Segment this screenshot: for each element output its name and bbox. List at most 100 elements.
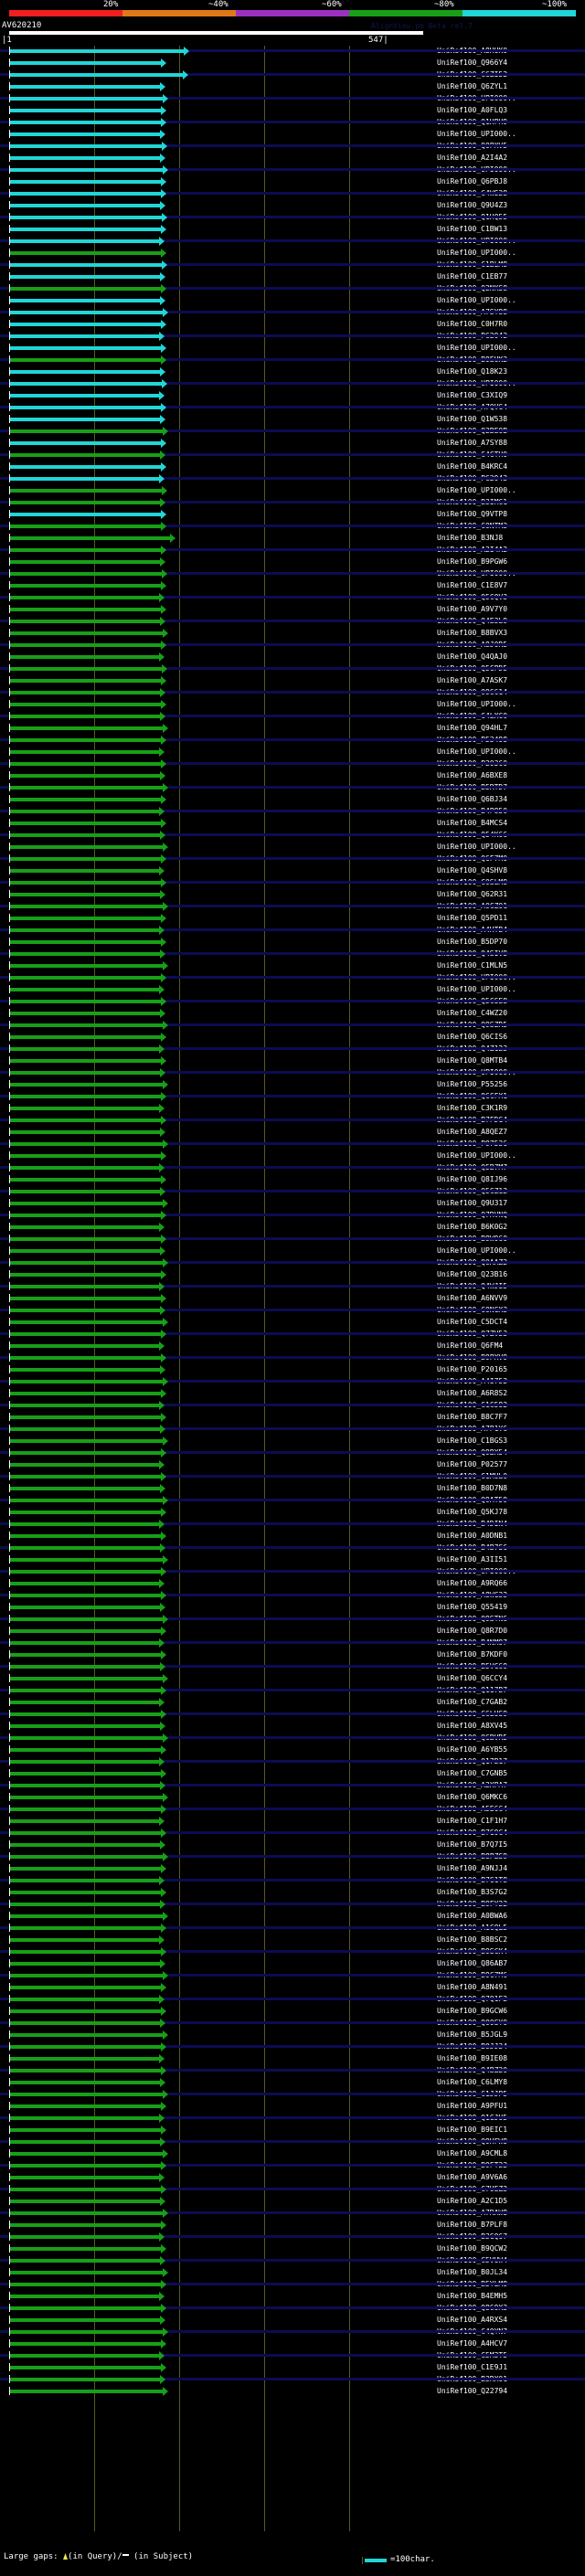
hit-accession-label[interactable]: UniRef100_B7PLF8: [437, 2221, 508, 2229]
hit-row[interactable]: [0, 1531, 585, 1542]
hit-accession-label[interactable]: UniRef100_UPI000..: [437, 1151, 516, 1160]
hit-row[interactable]: [0, 509, 585, 520]
hsp-segment[interactable]: [9, 905, 164, 908]
hsp-segment[interactable]: [9, 1214, 161, 1217]
hsp-segment[interactable]: [9, 180, 161, 184]
hit-row[interactable]: [0, 1222, 585, 1233]
hit-row[interactable]: [0, 355, 585, 366]
hit-accession-label[interactable]: UniRef100_Q6BJ34: [437, 795, 508, 803]
hsp-segment[interactable]: [9, 1451, 161, 1455]
hit-row[interactable]: [0, 1269, 585, 1280]
hit-row[interactable]: [0, 93, 585, 104]
hit-row[interactable]: [0, 1982, 585, 1993]
hsp-segment[interactable]: [9, 406, 162, 409]
hsp-segment[interactable]: [9, 1297, 162, 1300]
hit-accession-label[interactable]: UniRef100_B3NJ8: [437, 534, 504, 542]
hsp-segment[interactable]: [9, 2235, 159, 2239]
hsp-segment[interactable]: [9, 85, 160, 89]
hit-accession-label[interactable]: UniRef100_A2I4A2: [437, 154, 508, 162]
hsp-segment[interactable]: [9, 845, 164, 849]
hit-row[interactable]: [0, 675, 585, 686]
hsp-segment[interactable]: [9, 1083, 164, 1087]
hsp-segment[interactable]: [9, 1499, 164, 1502]
hit-accession-label[interactable]: UniRef100_C1BW13: [437, 225, 508, 233]
hit-row[interactable]: [0, 806, 585, 817]
hit-row[interactable]: [0, 248, 585, 259]
hit-accession-label[interactable]: UniRef100_UPI000..: [437, 985, 516, 993]
hit-row[interactable]: [0, 1067, 585, 1078]
hit-row[interactable]: [0, 1234, 585, 1245]
hsp-segment[interactable]: [9, 2223, 161, 2227]
hit-accession-label[interactable]: UniRef100_A4HCV7: [437, 2339, 508, 2348]
hsp-segment[interactable]: [9, 1772, 162, 1776]
hit-row[interactable]: [0, 224, 585, 235]
hit-row[interactable]: [0, 1970, 585, 1981]
hit-row[interactable]: [0, 378, 585, 389]
hit-accession-label[interactable]: UniRef100_C1E8V7: [437, 581, 508, 589]
hsp-segment[interactable]: [9, 715, 160, 718]
hit-accession-label[interactable]: UniRef100_B4KRC4: [437, 462, 508, 471]
hit-accession-label[interactable]: UniRef100_B0JL34: [437, 2268, 508, 2276]
hsp-segment[interactable]: [9, 2378, 160, 2381]
hsp-segment[interactable]: [9, 2021, 160, 2025]
hit-accession-label[interactable]: UniRef100_Q86AB7: [437, 1959, 508, 1967]
hsp-segment[interactable]: [9, 1831, 162, 1835]
hit-row[interactable]: [0, 1364, 585, 1375]
hit-accession-label[interactable]: UniRef100_UPI000..: [437, 249, 516, 257]
hit-row[interactable]: [0, 1673, 585, 1684]
hsp-segment[interactable]: [9, 358, 161, 362]
hit-row[interactable]: [0, 1697, 585, 1708]
hit-row[interactable]: [0, 557, 585, 567]
hsp-segment[interactable]: [9, 465, 161, 469]
hit-accession-label[interactable]: UniRef100_A9NJJ4: [437, 1864, 508, 1872]
hsp-segment[interactable]: [9, 239, 159, 243]
hsp-segment[interactable]: [9, 1807, 161, 1811]
hit-row[interactable]: [0, 972, 585, 983]
hit-row[interactable]: [0, 426, 585, 437]
hsp-segment[interactable]: [9, 643, 161, 647]
hit-row[interactable]: [0, 1115, 585, 1126]
hsp-segment[interactable]: [9, 988, 159, 991]
hsp-segment[interactable]: [9, 1047, 159, 1051]
hit-row[interactable]: [0, 1816, 585, 1827]
hsp-segment[interactable]: [9, 2306, 162, 2310]
hit-accession-label[interactable]: UniRef100_Q62R31: [437, 890, 508, 898]
hit-accession-label[interactable]: UniRef100_B7Q7I5: [437, 1840, 508, 1849]
hsp-segment[interactable]: [9, 370, 160, 374]
hit-accession-label[interactable]: UniRef100_C1E9J1: [437, 2363, 508, 2371]
hit-row[interactable]: [0, 283, 585, 294]
hit-accession-label[interactable]: UniRef100_B9PGW6: [437, 557, 508, 566]
hsp-segment[interactable]: [9, 1380, 164, 1383]
hit-row[interactable]: [0, 568, 585, 579]
hit-row[interactable]: [0, 1780, 585, 1791]
hsp-segment[interactable]: [9, 1154, 161, 1158]
hit-accession-label[interactable]: UniRef100_B6K0G2: [437, 1223, 508, 1231]
hit-row[interactable]: [0, 758, 585, 769]
hit-accession-label[interactable]: UniRef100_B8BSC2: [437, 1935, 508, 1944]
hit-row[interactable]: [0, 1578, 585, 1589]
hit-row[interactable]: [0, 533, 585, 544]
hsp-segment[interactable]: [9, 1867, 161, 1871]
hsp-segment[interactable]: [9, 1142, 164, 1146]
hit-row[interactable]: [0, 1376, 585, 1387]
hit-row[interactable]: [0, 1150, 585, 1161]
hsp-segment[interactable]: [9, 1368, 160, 1372]
hsp-segment[interactable]: [9, 1118, 162, 1122]
hsp-segment[interactable]: [9, 1558, 164, 1562]
hsp-segment[interactable]: [9, 1998, 159, 2001]
hit-row[interactable]: [0, 877, 585, 888]
hsp-segment[interactable]: [9, 1582, 159, 1585]
hit-row[interactable]: [0, 2208, 585, 2219]
hit-row[interactable]: [0, 1459, 585, 1470]
hit-accession-label[interactable]: UniRef100_C1EB77: [437, 272, 508, 281]
hit-row[interactable]: [0, 1352, 585, 1363]
hit-row[interactable]: [0, 1388, 585, 1399]
hit-row[interactable]: [0, 1887, 585, 1898]
hsp-segment[interactable]: [9, 762, 162, 766]
hsp-segment[interactable]: [9, 620, 160, 623]
hit-row[interactable]: [0, 1638, 585, 1648]
hsp-segment[interactable]: [9, 1261, 164, 1265]
hit-row[interactable]: [0, 580, 585, 591]
hit-row[interactable]: [0, 1447, 585, 1458]
hit-row[interactable]: [0, 485, 585, 496]
